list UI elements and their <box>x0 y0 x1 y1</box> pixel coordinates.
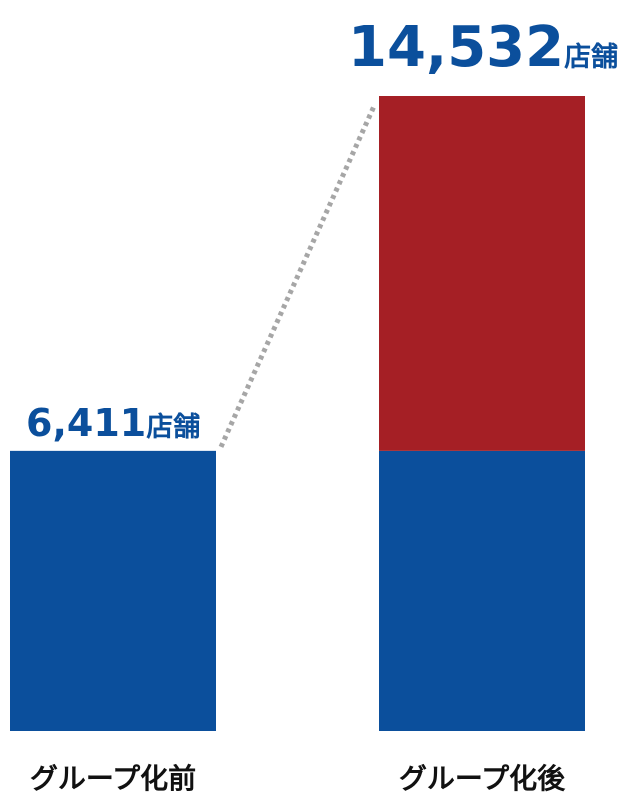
category-label-after: グループ化後 <box>399 762 566 794</box>
bar-after-segment-original <box>379 450 585 731</box>
bar-after-segment-added <box>379 96 585 451</box>
bar-before-segment-original <box>10 450 216 731</box>
total-number-before: 6,411 <box>26 401 146 445</box>
total-unit-before: 店舗 <box>146 412 200 443</box>
category-label-before: グループ化前 <box>30 762 196 794</box>
total-label-before: 6,411店舗 <box>26 401 200 445</box>
total-unit-after: 店舗 <box>564 42 618 73</box>
connector-dotted-line <box>218 102 378 448</box>
total-number-after: 14,532 <box>348 15 564 80</box>
bars-group <box>10 96 585 731</box>
total-label-after: 14,532店舗 <box>348 15 618 80</box>
